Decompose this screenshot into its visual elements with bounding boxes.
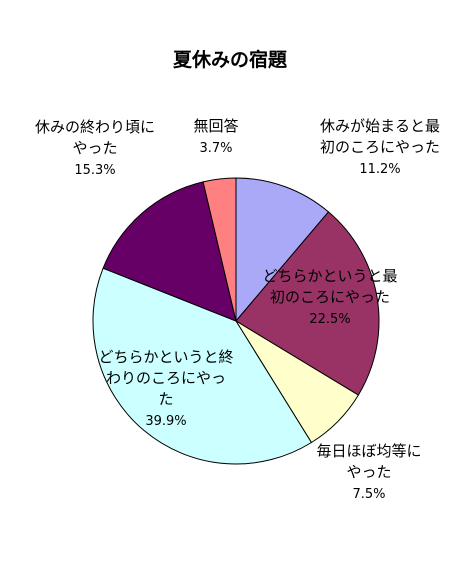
slice-value-label: 39.9%: [145, 414, 186, 429]
slice-label-text: 毎日ほぼ均等に: [316, 442, 421, 460]
slice-value-label: 22.5%: [309, 312, 350, 327]
chart-title: 夏休みの宿題: [173, 48, 288, 71]
slice-value-label: 7.5%: [352, 487, 385, 502]
slice-label-text: どちらかというと最: [262, 267, 397, 285]
pie-slice: [92, 267, 313, 465]
slice-label-text: 初のころにやった: [270, 288, 390, 306]
slice-value-label: 11.2%: [359, 162, 400, 177]
slice-label-text: やった: [72, 139, 117, 157]
slice-label-text: 無回答: [193, 117, 238, 135]
pie-slice: [235, 211, 380, 396]
slice-label-text: やった: [346, 463, 391, 481]
slice-label-text: 休みが始まると最: [320, 117, 440, 135]
slice-labels: 休みが始まると最初のころにやった11.2%どちらかというと最初のころにやった22…: [35, 117, 440, 502]
pie-slices: [92, 177, 380, 465]
slice-label-text: どちらかというと終: [98, 348, 233, 366]
slice-label-text: 休みの終わり頃に: [35, 118, 155, 136]
slice-label-text: 初のころにやった: [320, 138, 440, 156]
slice-value-label: 15.3%: [74, 163, 115, 178]
slice-label-text: わりのころにやっ: [106, 369, 226, 387]
pie-slice: [235, 177, 330, 323]
slice-value-label: 3.7%: [199, 141, 232, 156]
slice-label: 無回答 3.7%: [193, 117, 238, 156]
pie-slice: [102, 181, 237, 322]
pie-slice: [202, 177, 237, 322]
slice-label-text: た: [158, 390, 173, 408]
